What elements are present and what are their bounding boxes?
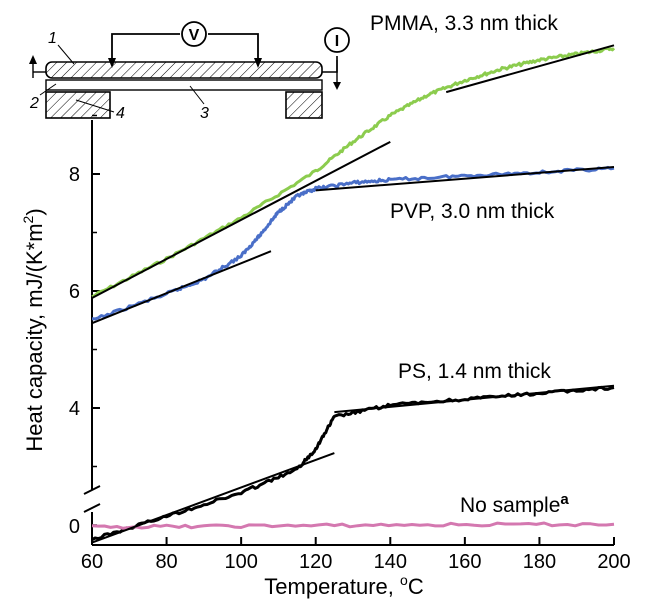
leader-3 bbox=[189, 85, 205, 105]
x-axis-label-text: Temperature, bbox=[264, 574, 400, 599]
y-axis-label: Heat capacity, mJ/(K*m2) bbox=[20, 208, 47, 451]
x-tick-label: 180 bbox=[523, 551, 556, 573]
no-sample-label: No samplea bbox=[460, 491, 569, 517]
series-line bbox=[91, 46, 616, 299]
y-tick-label: 4 bbox=[69, 398, 80, 420]
x-axis-label: Temperature, oC bbox=[264, 572, 424, 599]
x-tick-label: 100 bbox=[224, 551, 257, 573]
fit-line bbox=[91, 250, 272, 325]
no-sample-text: No sample bbox=[460, 494, 560, 517]
leader-4 bbox=[75, 99, 115, 113]
x-tick-label: 200 bbox=[597, 551, 630, 573]
pvp-label: PVP, 3.0 nm thick bbox=[390, 200, 555, 223]
y-axis-break-mark-lower bbox=[83, 503, 101, 513]
voltmeter-lead-right bbox=[208, 33, 259, 60]
no-sample-footnote: a bbox=[560, 491, 569, 508]
ammeter-arrow-head bbox=[333, 82, 341, 90]
y-axis-label-close: ) bbox=[22, 208, 47, 215]
fit-line bbox=[445, 44, 615, 94]
pmma-label: PMMA, 3.3 nm thick bbox=[370, 12, 558, 35]
voltmeter-arrow-right bbox=[254, 58, 262, 68]
y-tick-label: 8 bbox=[69, 164, 80, 186]
x-axis-label-unit: C bbox=[408, 574, 424, 599]
fit-line bbox=[315, 165, 615, 192]
y-tick-label: 0 bbox=[69, 516, 80, 538]
ammeter-symbol bbox=[324, 27, 350, 53]
voltmeter-lead-left bbox=[111, 33, 180, 60]
voltmeter-symbol bbox=[181, 21, 207, 47]
voltmeter-label: V bbox=[189, 27, 200, 44]
fit-line bbox=[334, 384, 615, 414]
ammeter-label: I bbox=[335, 33, 339, 50]
x-tick-label: 120 bbox=[299, 551, 332, 573]
y-tick-label: 6 bbox=[69, 281, 80, 303]
voltmeter-arrow-left bbox=[108, 58, 116, 68]
leader-2 bbox=[39, 83, 57, 96]
fit-line bbox=[91, 140, 391, 299]
leader-1 bbox=[57, 44, 75, 65]
heater-layer bbox=[45, 79, 323, 91]
y-axis-break-mark-upper bbox=[83, 485, 101, 495]
y-axis-label-exp: 2 bbox=[20, 215, 36, 223]
fit-lines bbox=[91, 44, 615, 544]
ammeter-lead bbox=[322, 56, 338, 73]
x-tick-label: 160 bbox=[448, 551, 481, 573]
y-ticks: 4 6 8 0 bbox=[69, 114, 100, 538]
membrane-layer bbox=[45, 61, 323, 79]
current-arrow-head bbox=[29, 55, 37, 64]
fit-line bbox=[91, 452, 335, 544]
x-axis-label-degree: o bbox=[400, 572, 408, 588]
label-1: 1 bbox=[48, 30, 57, 47]
x-tick-label: 140 bbox=[374, 551, 407, 573]
data-series bbox=[91, 46, 616, 542]
label-4: 4 bbox=[116, 105, 125, 122]
y-axis-label-text: Heat capacity, mJ/(K*m bbox=[22, 223, 47, 451]
ps-label: PS, 1.4 nm thick bbox=[398, 360, 551, 383]
frame-right bbox=[285, 91, 323, 119]
label-2: 2 bbox=[29, 95, 39, 112]
series-line bbox=[91, 521, 615, 530]
series-line bbox=[91, 165, 615, 321]
frame-left bbox=[45, 91, 111, 119]
x-tick-label: 60 bbox=[81, 551, 103, 573]
label-3: 3 bbox=[200, 105, 209, 122]
x-tick-label: 80 bbox=[155, 551, 177, 573]
x-ticks: 60 80 100 120 140 160 180 200 bbox=[81, 537, 631, 573]
sensor-schematic: V I 1 2 3 4 bbox=[29, 21, 350, 122]
